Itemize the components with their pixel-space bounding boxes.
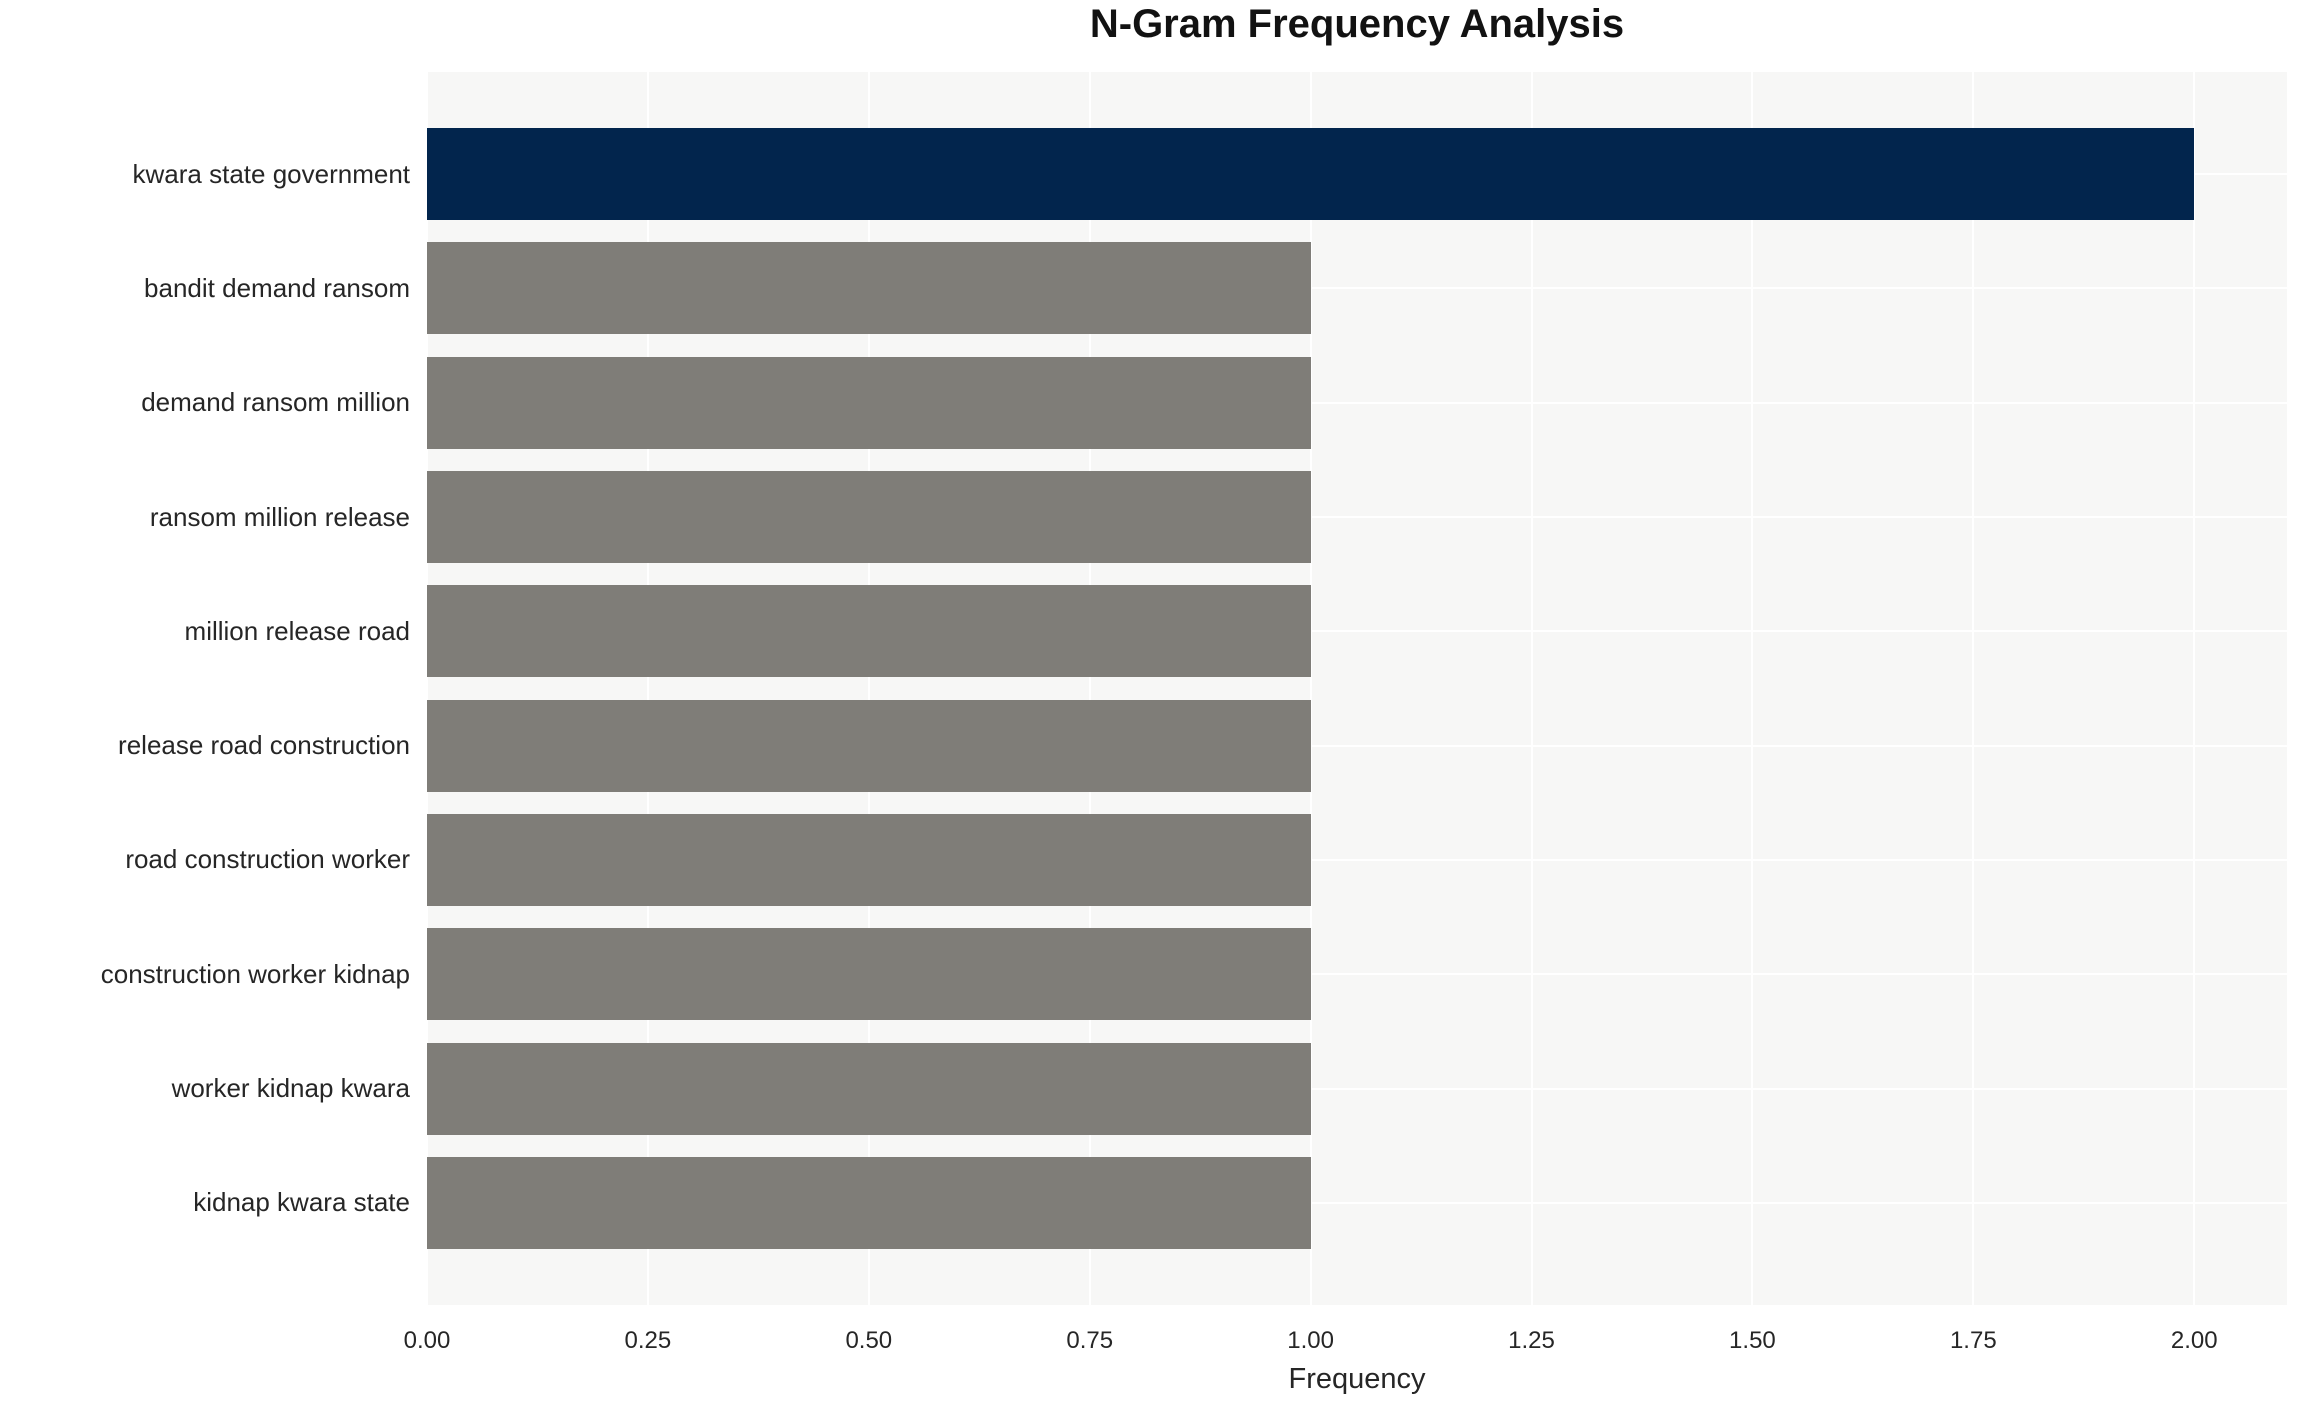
bar xyxy=(427,356,1311,449)
gridline-x-0.25 xyxy=(646,72,649,1305)
x-tick-label: 0.50 xyxy=(845,1327,893,1354)
gridline-y xyxy=(427,287,2287,290)
gridline-x-0.75 xyxy=(1088,72,1091,1305)
gridline-y xyxy=(427,1201,2287,1204)
y-axis-labels: kwara state government bandit demand rans… xyxy=(0,72,410,1305)
y-axis-label: construction worker kidnap xyxy=(100,958,410,989)
y-axis-label: kidnap kwara state xyxy=(193,1187,410,1218)
gridline-x-0 xyxy=(426,72,428,1305)
bar-row xyxy=(427,574,2287,688)
bar-rows xyxy=(427,72,2287,1305)
gridline-y xyxy=(427,858,2287,861)
gridline-y xyxy=(427,973,2287,976)
bar-row xyxy=(427,688,2287,802)
bar-row xyxy=(427,346,2287,460)
plot-area xyxy=(426,72,2287,1305)
bar xyxy=(427,928,1311,1021)
bar xyxy=(427,1042,1311,1135)
bar-row xyxy=(427,1146,2287,1260)
x-axis-title: Frequency xyxy=(1288,1363,1426,1395)
bar-row xyxy=(427,917,2287,1031)
y-axis-label: million release road xyxy=(184,615,410,646)
y-axis-label: road construction worker xyxy=(125,844,410,875)
y-axis-label: release road construction xyxy=(118,730,410,761)
bar-row xyxy=(427,231,2287,345)
bar xyxy=(427,699,1311,792)
x-tick-label: 2.00 xyxy=(2170,1327,2218,1354)
x-tick-label: 0.75 xyxy=(1066,1327,1114,1354)
gridline-y xyxy=(427,516,2287,519)
bar xyxy=(427,242,1311,335)
gridline-x-1 xyxy=(1309,72,1312,1305)
x-tick-label: 1.00 xyxy=(1287,1327,1334,1354)
x-tick-label: 1.50 xyxy=(1729,1327,1776,1354)
y-axis-label: worker kidnap kwara xyxy=(171,1073,410,1104)
gridline-x-1.75 xyxy=(1972,72,1975,1305)
bar-row xyxy=(427,117,2287,231)
bar xyxy=(427,585,1311,678)
y-axis-label: bandit demand ransom xyxy=(144,272,410,303)
gridline-x-1.25 xyxy=(1530,72,1533,1305)
gridline-y xyxy=(427,630,2287,633)
gridline-x-1.5 xyxy=(1751,72,1754,1305)
bar xyxy=(427,471,1311,564)
x-tick-label: 0.00 xyxy=(403,1327,451,1354)
bar-row xyxy=(427,1031,2287,1145)
bar-row xyxy=(427,803,2287,917)
x-tick-label: 0.25 xyxy=(624,1327,672,1354)
y-axis-label: kwara state government xyxy=(132,158,410,189)
bar xyxy=(427,813,1311,906)
gridline-x-2 xyxy=(2193,72,2196,1305)
gridline-y xyxy=(427,744,2287,747)
y-axis-label: ransom million release xyxy=(149,501,410,532)
x-tick-label: 1.25 xyxy=(1508,1327,1555,1354)
bar xyxy=(427,128,2195,221)
bar-row xyxy=(427,460,2287,574)
chart-title: N-Gram Frequency Analysis xyxy=(1089,2,1625,46)
y-axis-label: demand ransom million xyxy=(141,387,410,418)
x-tick-label: 1.75 xyxy=(1949,1327,1997,1354)
gridline-y xyxy=(427,1087,2287,1090)
gridline-x-0.5 xyxy=(867,72,870,1305)
bar xyxy=(427,1156,1311,1249)
gridline-y xyxy=(427,401,2287,404)
